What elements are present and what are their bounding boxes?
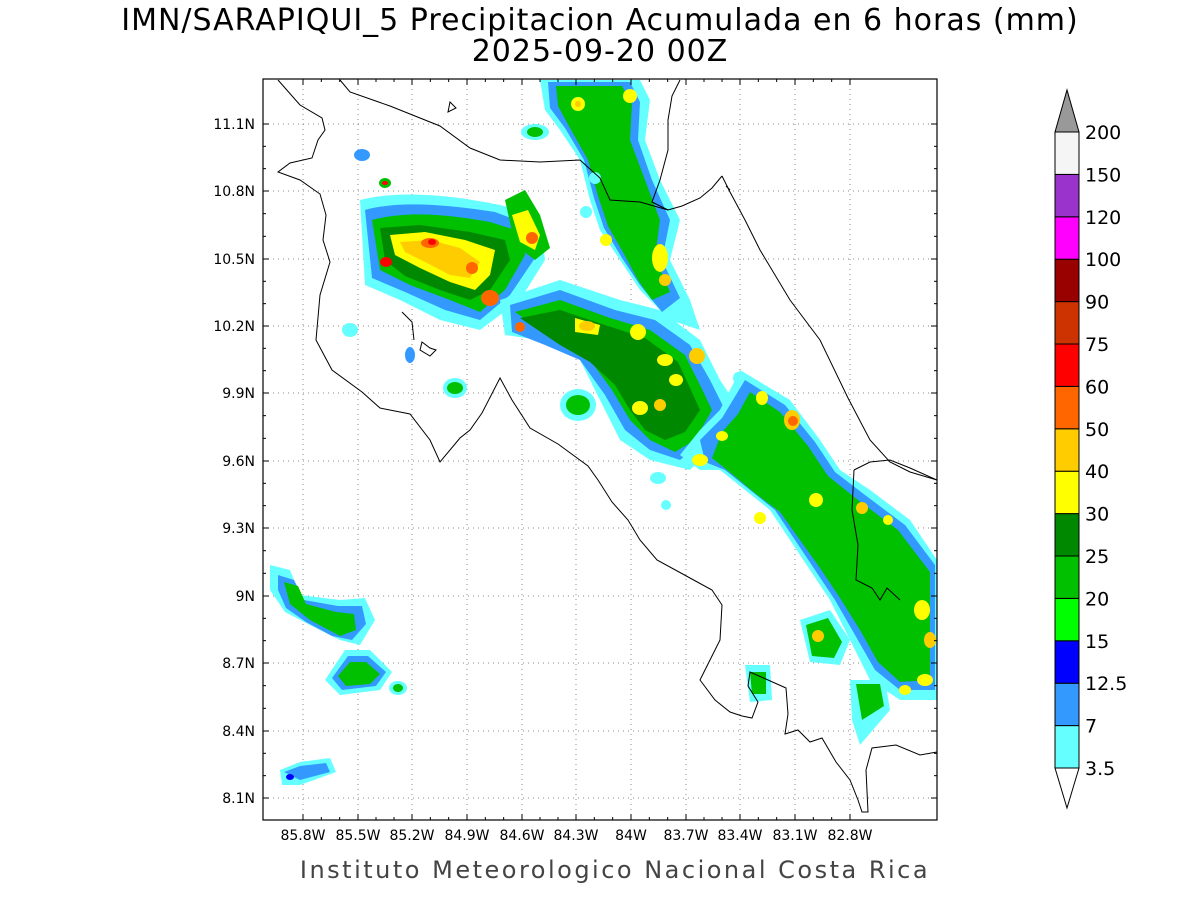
lat-tick-label: 8.4N xyxy=(222,724,255,740)
coastline xyxy=(276,79,937,813)
legend-level-label: 30 xyxy=(1085,504,1109,526)
lon-tick-label: 84.6W xyxy=(499,828,544,844)
legend-arrow-low xyxy=(1054,767,1080,810)
lon-tick-label: 83.1W xyxy=(772,828,817,844)
legend-color-box xyxy=(1054,555,1080,599)
legend-level-label: 75 xyxy=(1085,334,1109,356)
legend-color-box xyxy=(1054,173,1080,218)
lat-tick-label: 10.8N xyxy=(213,184,255,200)
lon-tick-label: 83.7W xyxy=(663,828,708,844)
longitude-axis: 85.8W 85.5W 85.2W 84.9W 84.6W 84.3W 84W 83.7W 83… xyxy=(280,79,873,844)
legend-color-box xyxy=(1054,513,1080,557)
lon-tick-label: 85.8W xyxy=(280,828,325,844)
title-line-2: 2025-09-20 00Z xyxy=(471,34,729,69)
legend-color-box xyxy=(1054,216,1080,260)
legend-level-label: 20 xyxy=(1085,588,1109,610)
lon-tick-label: 83.4W xyxy=(717,828,762,844)
legend-color-box xyxy=(1054,428,1080,472)
lon-tick-label: 84W xyxy=(615,828,647,844)
legend-level-label: 15 xyxy=(1085,631,1109,653)
rain-cell xyxy=(270,80,937,785)
lon-tick-label: 85.5W xyxy=(335,828,380,844)
legend-color-box xyxy=(1054,597,1080,642)
lon-tick-label: 84.9W xyxy=(444,828,489,844)
lat-tick-label: 8.1N xyxy=(222,791,255,807)
lon-tick-label: 85.2W xyxy=(389,828,434,844)
map-frame xyxy=(262,78,938,821)
lat-tick-label: 10.2N xyxy=(213,319,255,335)
legend-level-label: 50 xyxy=(1085,419,1109,441)
lat-tick-label: 8.7N xyxy=(222,656,255,672)
legend-color-box xyxy=(1054,640,1080,684)
lon-tick-label: 84.3W xyxy=(553,828,598,844)
legend-color-box xyxy=(1054,385,1080,430)
title-line-1: IMN/SARAPIQUI_5 Precipitacion Acumulada … xyxy=(121,3,1079,38)
lat-tick-label: 9N xyxy=(236,589,255,605)
legend-level-label: 120 xyxy=(1085,207,1121,229)
legend-color-box xyxy=(1054,301,1080,345)
precipitation-field xyxy=(270,80,937,785)
legend-level-label: 12.5 xyxy=(1085,673,1127,695)
legend-color-box xyxy=(1054,682,1080,727)
lat-tick-label: 11.1N xyxy=(213,117,255,133)
lat-tick-label: 9.3N xyxy=(222,521,255,537)
legend-level-label: 40 xyxy=(1085,461,1109,483)
legend-arrow-high xyxy=(1054,88,1080,133)
legend-level-label: 25 xyxy=(1085,546,1109,568)
legend-level-label: 7 xyxy=(1085,716,1097,738)
legend-color-box xyxy=(1054,343,1080,387)
lat-tick-label: 9.9N xyxy=(222,386,255,402)
legend-level-label: 150 xyxy=(1085,164,1121,186)
legend-color-box xyxy=(1054,725,1080,769)
legend-color-box xyxy=(1054,258,1080,303)
lat-tick-label: 10.5N xyxy=(213,252,255,268)
legend-color-box xyxy=(1054,470,1080,515)
legend-level-label: 90 xyxy=(1085,292,1109,314)
footer-credit: Instituto Meteorologico Nacional Costa R… xyxy=(299,856,931,884)
lon-tick-label: 82.8W xyxy=(827,828,872,844)
latitude-axis: 11.1N 10.8N 10.5N 10.2N 9.9N 9.6N 9.3N 9N 8.7N 8.… xyxy=(213,117,937,807)
precipitation-legend: 3.5 7 12.5 15 20 25 30 40 50 60 75 90 100 120 150 200 xyxy=(1054,88,1127,810)
legend-level-label: 100 xyxy=(1085,249,1121,271)
legend-level-label: 60 xyxy=(1085,376,1109,398)
legend-level-label: 3.5 xyxy=(1085,758,1115,780)
lat-tick-label: 9.6N xyxy=(222,454,255,470)
legend-color-box xyxy=(1054,131,1080,175)
legend-level-label: 200 xyxy=(1085,122,1121,144)
